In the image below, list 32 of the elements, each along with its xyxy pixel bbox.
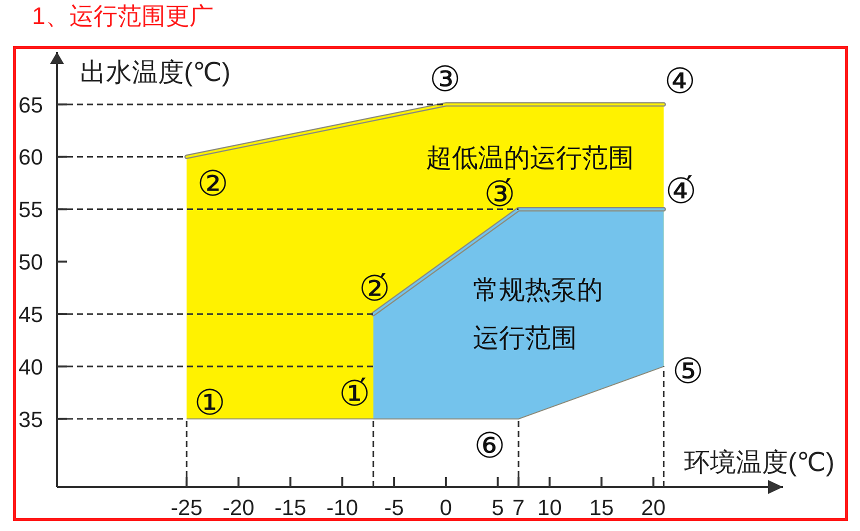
annotation: ② bbox=[197, 164, 229, 204]
y-tick-label: 50 bbox=[18, 250, 43, 275]
y-tick-label: 60 bbox=[18, 144, 43, 170]
x-tick-label: 20 bbox=[641, 495, 666, 520]
x-tick-label: -10 bbox=[326, 495, 358, 520]
annotation: ①$^{′}$ bbox=[338, 372, 370, 414]
x-tick-label: -5 bbox=[384, 495, 404, 520]
x-tick-label: -20 bbox=[222, 495, 254, 520]
annotation: ⑤ bbox=[672, 352, 704, 392]
x-tick-label: 5 bbox=[492, 495, 504, 520]
annotation: ④ bbox=[664, 62, 696, 102]
x-tick-label: 7 bbox=[512, 495, 525, 520]
chart-title: 1、运行范围更广 bbox=[32, 2, 214, 32]
x-tick-label: 15 bbox=[589, 495, 614, 520]
annotation: ④$^{′}$ bbox=[665, 170, 697, 212]
annotation: ③ bbox=[429, 60, 461, 100]
y-tick-label: 55 bbox=[18, 197, 43, 222]
y-axis-title: 出水温度(℃) bbox=[80, 57, 231, 87]
series-label: 常规热泵的运行范围 bbox=[473, 275, 603, 354]
annotation: ⑥ bbox=[474, 426, 506, 466]
y-tick-label: 35 bbox=[18, 406, 43, 432]
x-tick-label: -15 bbox=[274, 495, 306, 520]
y-tick-label: 40 bbox=[18, 354, 43, 380]
x-axis-title: 环境温度(℃) bbox=[684, 447, 835, 477]
x-tick-label: -25 bbox=[170, 495, 203, 520]
x-tick-label: 10 bbox=[537, 495, 562, 520]
annotation: ① bbox=[194, 383, 226, 424]
series-label: 超低温的运行范围 bbox=[426, 143, 634, 174]
annotation: ③$^{′}$ bbox=[484, 172, 516, 215]
y-tick-label: 45 bbox=[18, 302, 43, 327]
x-tick-label: 0 bbox=[440, 495, 452, 520]
y-tick-label: 65 bbox=[18, 92, 43, 118]
